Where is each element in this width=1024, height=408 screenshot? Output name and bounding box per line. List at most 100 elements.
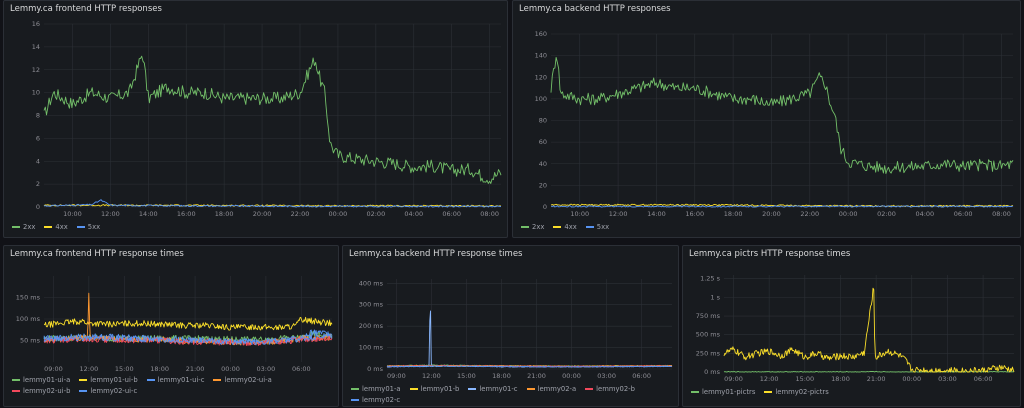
x-tick-label: 00:00	[221, 365, 240, 373]
y-tick-label: 1 s	[710, 293, 720, 301]
x-tick-label: 10:00	[63, 210, 82, 218]
legend-item-lemmy01-pictrs[interactable]: lemmy01-pictrs	[691, 388, 755, 396]
series-line-lemmy02-ui-c	[43, 333, 333, 346]
x-tick-label: 09:00	[44, 365, 63, 373]
panel-frontend-http-responses[interactable]: Lemmy.ca frontend HTTP responses 0 2 4 6 8 10…	[3, 0, 508, 238]
y-tick-label: 80	[539, 117, 547, 125]
x-tick-label: 00:00	[902, 375, 921, 383]
legend-label: 4xx	[55, 223, 68, 231]
panel-pictrs-http-response-times[interactable]: Lemmy.ca pictrs HTTP response times 0 ms…	[682, 245, 1021, 407]
legend-swatch	[553, 226, 562, 228]
y-tick-label: 100 ms	[359, 344, 384, 352]
legend-swatch	[79, 390, 88, 392]
legend-item-4xx[interactable]: 4xx	[44, 223, 68, 231]
series-line-4xx	[43, 204, 502, 208]
legend-swatch	[585, 226, 594, 228]
panel-frontend-http-response-times[interactable]: Lemmy.ca frontend HTTP response times 50…	[3, 245, 339, 407]
legend-item-2xx[interactable]: 2xx	[12, 223, 35, 231]
legend-swatch	[76, 226, 85, 228]
chart-legend: 2xx 4xx 5xx	[521, 223, 1011, 231]
legend-swatch	[12, 379, 20, 381]
legend-label: lemmy01-ui-c	[157, 376, 205, 384]
x-tick-label: 20:00	[762, 210, 781, 218]
legend-item-lemmy01-ui-b[interactable]: lemmy01-ui-b	[79, 376, 138, 384]
chart-pictrs-http-response-times: 0 ms 250 ms 500 ms 750 ms 1 s 1.25 s 09:00 12:0…	[696, 275, 1015, 383]
x-tick-label: 00:00	[329, 210, 348, 218]
legend-item-4xx[interactable]: 4xx	[553, 223, 577, 231]
legend-item-lemmy02-pictrs[interactable]: lemmy02-pictrs	[764, 388, 829, 396]
x-tick-label: 15:00	[115, 365, 134, 373]
legend-item-2xx[interactable]: 2xx	[521, 223, 544, 231]
x-tick-label: 12:00	[101, 210, 120, 218]
x-tick-label: 18:00	[724, 210, 743, 218]
legend-item-lemmy02-ui-c[interactable]: lemmy02-ui-c	[79, 387, 137, 395]
legend-item-lemmy02-c[interactable]: lemmy02-c	[351, 396, 400, 404]
x-tick-label: 20:00	[253, 210, 272, 218]
legend-swatch	[351, 399, 359, 401]
legend-item-lemmy01-a[interactable]: lemmy01-a	[351, 385, 401, 393]
legend-label: 4xx	[564, 223, 577, 231]
legend-label: lemmy01-pictrs	[702, 388, 756, 396]
legend-label: lemmy02-ui-b	[23, 387, 71, 395]
x-tick-label: 09:00	[387, 372, 406, 380]
series-line-lemmy01-pictrs	[723, 371, 1015, 373]
legend-item-lemmy02-a[interactable]: lemmy02-a	[526, 385, 577, 393]
panel-backend-http-response-times[interactable]: Lemmy.ca backend HTTP response times 0 m…	[342, 245, 679, 407]
y-tick-label: 0 ms	[704, 368, 721, 376]
legend-label: lemmy01-ui-b	[90, 376, 138, 384]
x-tick-label: 15:00	[795, 375, 814, 383]
legend-swatch	[585, 388, 594, 390]
legend-item-lemmy01-c[interactable]: lemmy01-c	[468, 385, 518, 393]
panel-backend-http-responses[interactable]: Lemmy.ca backend HTTP responses 0 20 40 60 8…	[512, 0, 1021, 238]
legend-swatch	[409, 388, 418, 390]
x-tick-label: 14:00	[139, 210, 158, 218]
legend-item-lemmy02-b[interactable]: lemmy02-b	[585, 385, 635, 393]
legend-swatch	[213, 379, 222, 381]
legend-swatch	[468, 388, 477, 390]
legend-item-lemmy01-ui-c[interactable]: lemmy01-ui-c	[146, 376, 205, 384]
y-tick-label: 250 ms	[696, 349, 721, 357]
y-tick-label: 300 ms	[359, 301, 384, 309]
legend-swatch	[351, 388, 359, 390]
y-tick-label: 8	[36, 112, 40, 120]
legend-item-5xx[interactable]: 5xx	[76, 223, 100, 231]
x-tick-label: 03:00	[597, 372, 616, 380]
legend-item-lemmy01-b[interactable]: lemmy01-b	[409, 385, 459, 393]
x-tick-label: 02:00	[877, 210, 896, 218]
series-line-lemmy01-ui-b	[43, 316, 333, 331]
x-tick-label: 06:00	[974, 375, 993, 383]
x-tick-label: 09:00	[724, 375, 743, 383]
x-tick-label: 02:00	[366, 210, 385, 218]
x-tick-label: 18:00	[831, 375, 850, 383]
legend-item-lemmy01-ui-a[interactable]: lemmy01-ui-a	[12, 376, 70, 384]
x-tick-label: 12:00	[609, 210, 628, 218]
legend-item-5xx[interactable]: 5xx	[585, 223, 609, 231]
series-line-lemmy02-pictrs	[723, 287, 1015, 373]
legend-label: lemmy02-a	[537, 385, 577, 393]
panel-title: Lemmy.ca pictrs HTTP response times	[689, 249, 851, 259]
y-tick-label: 400 ms	[359, 279, 384, 287]
legend-label: lemmy02-b	[596, 385, 635, 393]
x-tick-label: 00:00	[562, 372, 581, 380]
legend-item-lemmy02-ui-b[interactable]: lemmy02-ui-b	[12, 387, 70, 395]
chart-backend-http-responses: 0 20 40 60 80 100 120 140 160 10:00 12:00 14:00 16:0…	[535, 30, 1014, 218]
legend-item-lemmy02-ui-a[interactable]: lemmy02-ui-a	[213, 376, 272, 384]
x-tick-label: 04:00	[404, 210, 423, 218]
series-line-lemmy02-ui-b	[43, 335, 333, 347]
x-tick-label: 18:00	[215, 210, 234, 218]
panel-title: Lemmy.ca backend HTTP responses	[519, 4, 671, 14]
legend-swatch	[12, 390, 20, 392]
legend-swatch	[12, 226, 20, 228]
panel-title: Lemmy.ca frontend HTTP response times	[10, 249, 184, 259]
legend-label: lemmy02-ui-c	[90, 387, 138, 395]
y-tick-label: 0	[543, 203, 547, 211]
x-tick-label: 14:00	[647, 210, 666, 218]
legend-label: lemmy01-a	[362, 385, 401, 393]
x-tick-label: 18:00	[150, 365, 169, 373]
legend-swatch	[146, 379, 155, 381]
y-tick-label: 20	[539, 181, 547, 189]
y-tick-label: 100 ms	[16, 315, 41, 323]
y-tick-label: 120	[535, 73, 547, 81]
x-tick-label: 21:00	[527, 372, 546, 380]
x-tick-label: 15:00	[457, 372, 476, 380]
